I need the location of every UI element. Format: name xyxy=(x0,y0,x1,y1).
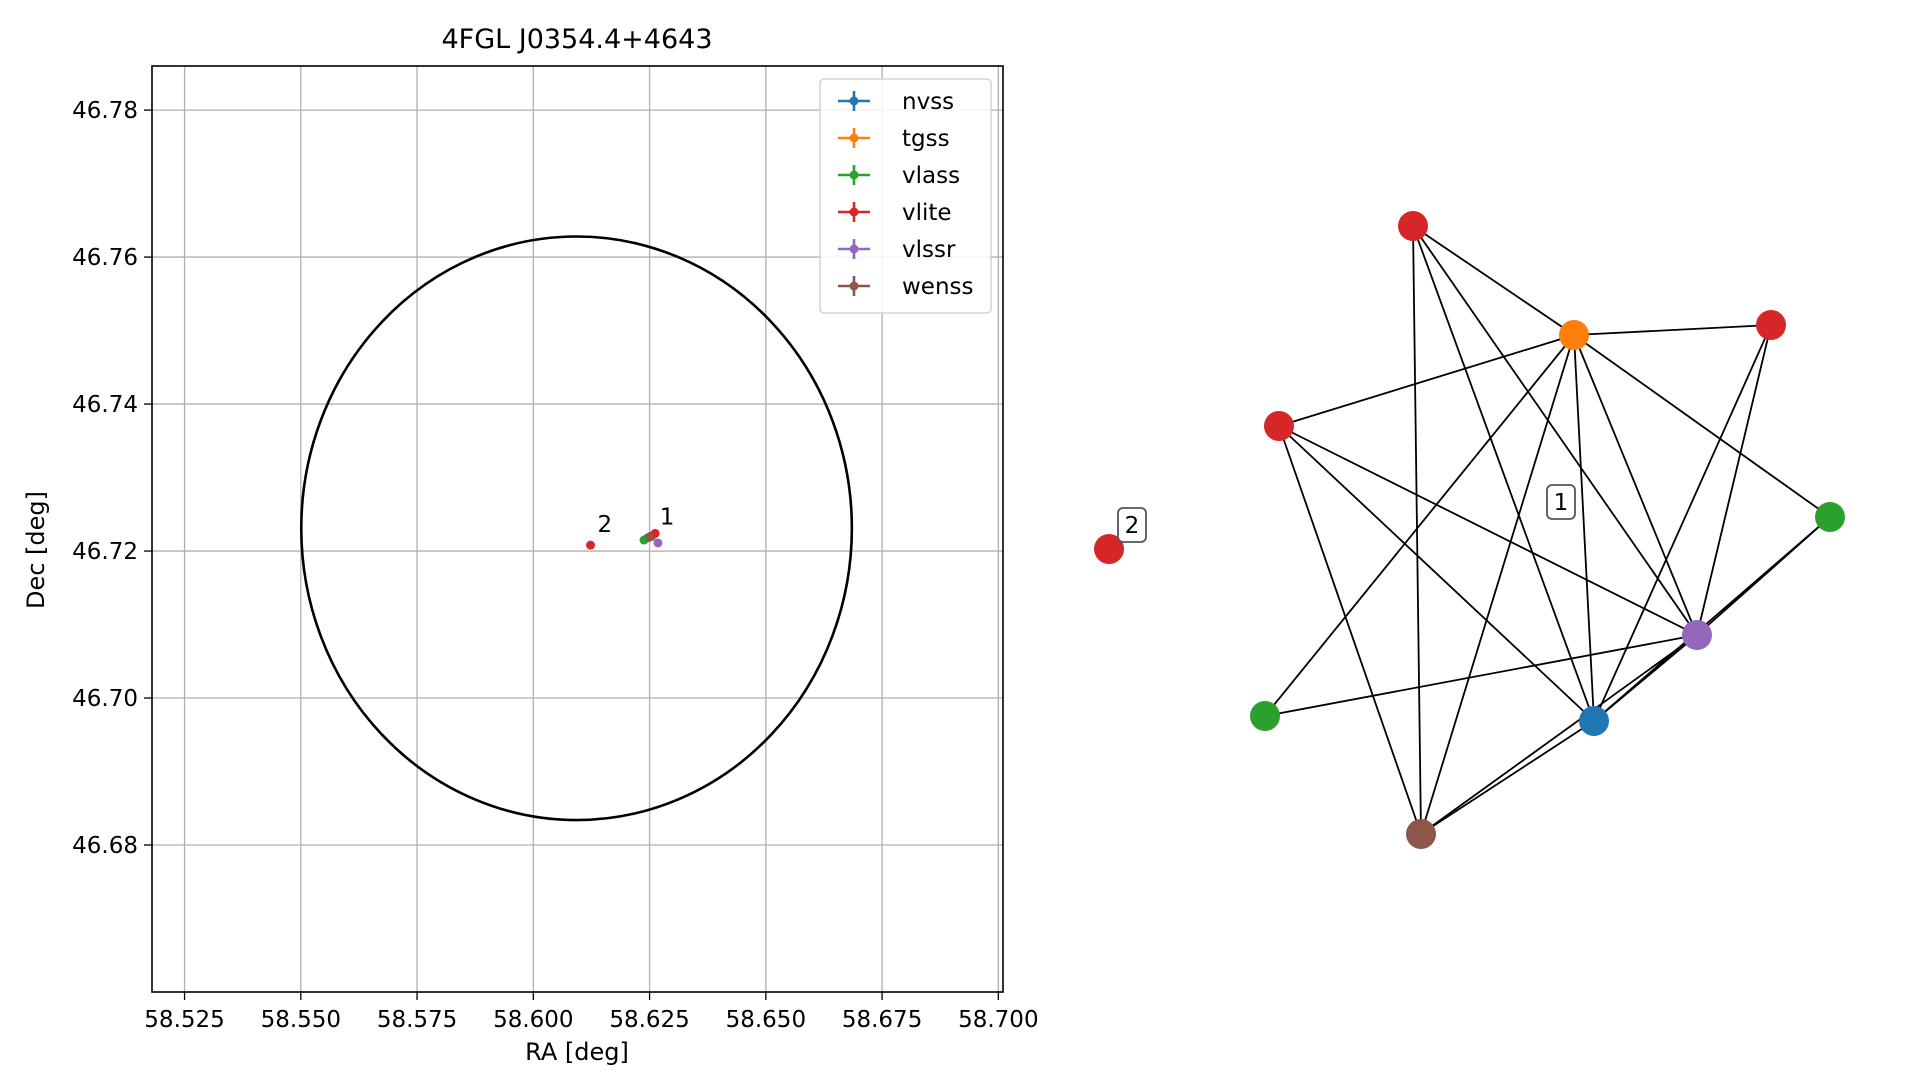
cluster-label: 2 xyxy=(1117,507,1147,543)
graph-edge xyxy=(1264,334,1575,717)
graph-edge xyxy=(1278,425,1698,636)
graph-edge xyxy=(1573,334,1595,722)
graph-edge xyxy=(1264,634,1698,717)
graph-node-vlssr xyxy=(1682,620,1712,650)
graph-node-vlass xyxy=(1250,701,1280,731)
graph-edge xyxy=(1593,634,1698,722)
y-tick-label: 46.72 xyxy=(72,539,138,565)
y-axis-label: Dec [deg] xyxy=(22,491,50,609)
x-tick-label: 58.575 xyxy=(377,1007,457,1033)
error-ellipse-layer xyxy=(299,235,854,822)
cluster-labels: 12 xyxy=(1117,484,1576,543)
y-tick-label: 46.76 xyxy=(72,245,138,271)
legend-entry-wenss: wenss xyxy=(902,274,974,300)
x-tick-label: 58.625 xyxy=(609,1007,689,1033)
graph-edge xyxy=(1696,324,1772,636)
y-axis-ticks: 46.68 46.70 46.72 46.74 46.76 46.78 xyxy=(72,98,152,859)
cluster-label-box xyxy=(1117,507,1147,543)
graph-edge xyxy=(1412,225,1575,336)
axes-frame xyxy=(151,65,1004,993)
point-wenss xyxy=(645,532,655,542)
graph-edge xyxy=(1420,720,1595,835)
graph-edge xyxy=(1412,225,1595,722)
crossmatch-network-graph: 12 xyxy=(1094,211,1845,849)
x-tick-label: 58.650 xyxy=(726,1007,806,1033)
cluster-label-text: 1 xyxy=(1554,490,1569,516)
legend-entry-vlite: vlite xyxy=(902,200,952,226)
chart-title: 4FGL J0354.4+4643 xyxy=(441,24,712,55)
x-axis-label: RA [deg] xyxy=(525,1038,629,1066)
x-tick-label: 58.675 xyxy=(842,1007,922,1033)
x-tick-label: 58.700 xyxy=(958,1007,1038,1033)
graph-edge xyxy=(1420,634,1698,835)
data-points xyxy=(586,528,663,550)
legend-marker-dot xyxy=(849,281,859,291)
graph-edges xyxy=(1264,225,1831,835)
graph-node-wenss xyxy=(1406,819,1436,849)
legend-marker-dot xyxy=(849,170,859,180)
graph-node-vlite xyxy=(1756,310,1786,340)
x-tick-label: 58.525 xyxy=(144,1007,224,1033)
y-tick-label: 46.70 xyxy=(72,686,138,712)
graph-nodes xyxy=(1094,211,1845,849)
cluster-label-box xyxy=(1546,484,1576,520)
graph-edge xyxy=(1278,425,1422,835)
graph-node-vlite xyxy=(1264,411,1294,441)
graph-node-nvss xyxy=(1579,706,1609,736)
graph-node-tgss xyxy=(1559,320,1589,350)
graph-edge xyxy=(1278,334,1575,427)
legend: nvss tgss vlass vlite vlssr wenss xyxy=(819,78,992,314)
y-tick-label: 46.74 xyxy=(72,392,138,418)
point-annotation: 2 xyxy=(597,512,612,538)
graph-edge xyxy=(1420,334,1575,835)
x-tick-label: 58.550 xyxy=(261,1007,341,1033)
error-ellipse xyxy=(299,235,854,822)
legend-marker-dot xyxy=(849,207,859,217)
graph-node-vlite xyxy=(1094,534,1124,564)
cluster-label-text: 2 xyxy=(1125,513,1140,539)
x-tick-label: 58.600 xyxy=(493,1007,573,1033)
y-tick-label: 46.68 xyxy=(72,833,138,859)
legend-entry-tgss: tgss xyxy=(902,126,950,152)
legend-marker-dot xyxy=(849,133,859,143)
graph-node-vlite xyxy=(1398,211,1428,241)
graph-edge xyxy=(1593,324,1772,722)
legend-marker-dot xyxy=(849,244,859,254)
point-annotation: 1 xyxy=(660,505,675,531)
graph-edge xyxy=(1278,425,1595,722)
legend-marker-dot xyxy=(849,96,859,106)
point-vlite xyxy=(586,540,596,550)
point-vlssr xyxy=(653,538,663,548)
graph-edge xyxy=(1573,334,1831,518)
cluster-label: 1 xyxy=(1546,484,1576,520)
point-annotations: 12 xyxy=(597,505,674,538)
legend-entry-vlssr: vlssr xyxy=(902,237,956,263)
graph-edge xyxy=(1412,225,1698,636)
legend-entry-vlass: vlass xyxy=(902,163,960,189)
y-tick-label: 46.78 xyxy=(72,98,138,124)
graph-node-vlass xyxy=(1815,502,1845,532)
x-axis-ticks: 58.525 58.550 58.575 58.600 58.625 58.650 58.6… xyxy=(144,992,1039,1033)
graph-edge xyxy=(1573,324,1772,336)
graph-edge xyxy=(1573,334,1698,636)
sky-position-chart: 12 58.525 58.550 58.575 58.600 58.625 58.650 5… xyxy=(22,24,1039,1066)
legend-entry-nvss: nvss xyxy=(902,89,954,115)
